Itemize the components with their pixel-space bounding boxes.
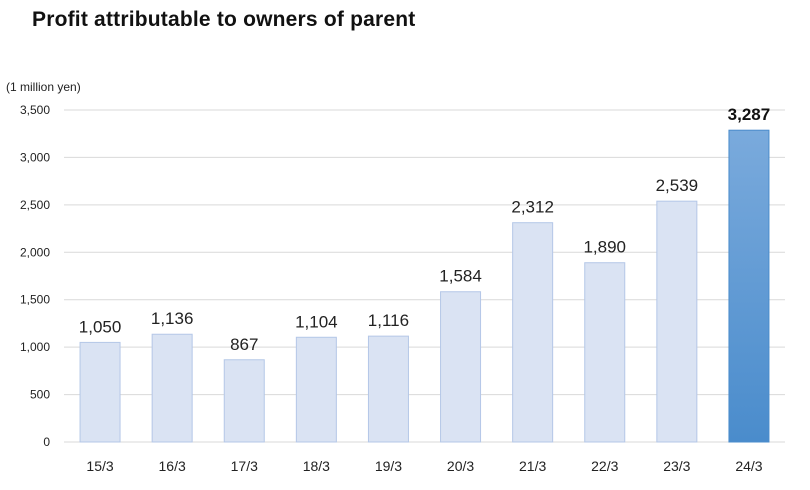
bar (728, 129, 770, 443)
chart-title: Profit attributable to owners of parent (32, 8, 416, 31)
bar (440, 291, 482, 443)
y-tick-label: 1,000 (20, 340, 50, 354)
y-axis-ticks: 0 500 1,000 1,500 2,000 2,500 3,000 3,500 (20, 103, 50, 449)
x-tick-label: 19/3 (375, 458, 402, 474)
x-tick-label: 20/3 (447, 458, 474, 474)
y-tick-label: 3,500 (20, 103, 50, 117)
x-tick-label: 17/3 (231, 458, 258, 474)
data-label: 1,104 (295, 312, 338, 331)
y-tick-label: 1,500 (20, 293, 50, 307)
bars (79, 129, 770, 443)
data-label: 867 (230, 335, 258, 354)
x-tick-label: 23/3 (663, 458, 690, 474)
data-label: 1,116 (368, 311, 409, 330)
data-label: 1,584 (439, 267, 482, 286)
data-labels: 1,050 1,136 867 1,104 1,116 1,584 2,312 1,890 2,… (79, 105, 770, 354)
y-tick-label: 2,000 (20, 245, 50, 259)
x-tick-label: 22/3 (591, 458, 618, 474)
data-label: 1,136 (151, 309, 194, 328)
bar (656, 200, 698, 443)
x-tick-label: 18/3 (303, 458, 330, 474)
x-tick-label: 21/3 (519, 458, 546, 474)
data-label: 2,312 (511, 198, 554, 217)
bar (151, 333, 193, 443)
y-tick-label: 0 (43, 435, 50, 449)
bar (367, 335, 409, 443)
data-label: 2,539 (656, 176, 699, 195)
x-tick-label: 15/3 (86, 458, 113, 474)
data-label: 1,050 (79, 317, 122, 336)
y-tick-label: 500 (30, 388, 50, 402)
bar (512, 222, 554, 443)
data-label: 3,287 (728, 105, 771, 124)
y-axis-unit-label: (1 million yen) (6, 80, 81, 94)
x-tick-label: 24/3 (735, 458, 762, 474)
x-tick-label: 16/3 (159, 458, 186, 474)
bar (295, 336, 337, 443)
y-tick-label: 3,000 (20, 150, 50, 164)
data-label: 1,890 (583, 238, 626, 257)
bar (584, 262, 626, 443)
bar (79, 341, 121, 443)
x-axis-ticks: 15/3 16/3 17/3 18/3 19/3 20/3 21/3 22/3 23/3 24/3 (86, 458, 762, 474)
bar (223, 359, 265, 443)
y-tick-label: 2,500 (20, 198, 50, 212)
